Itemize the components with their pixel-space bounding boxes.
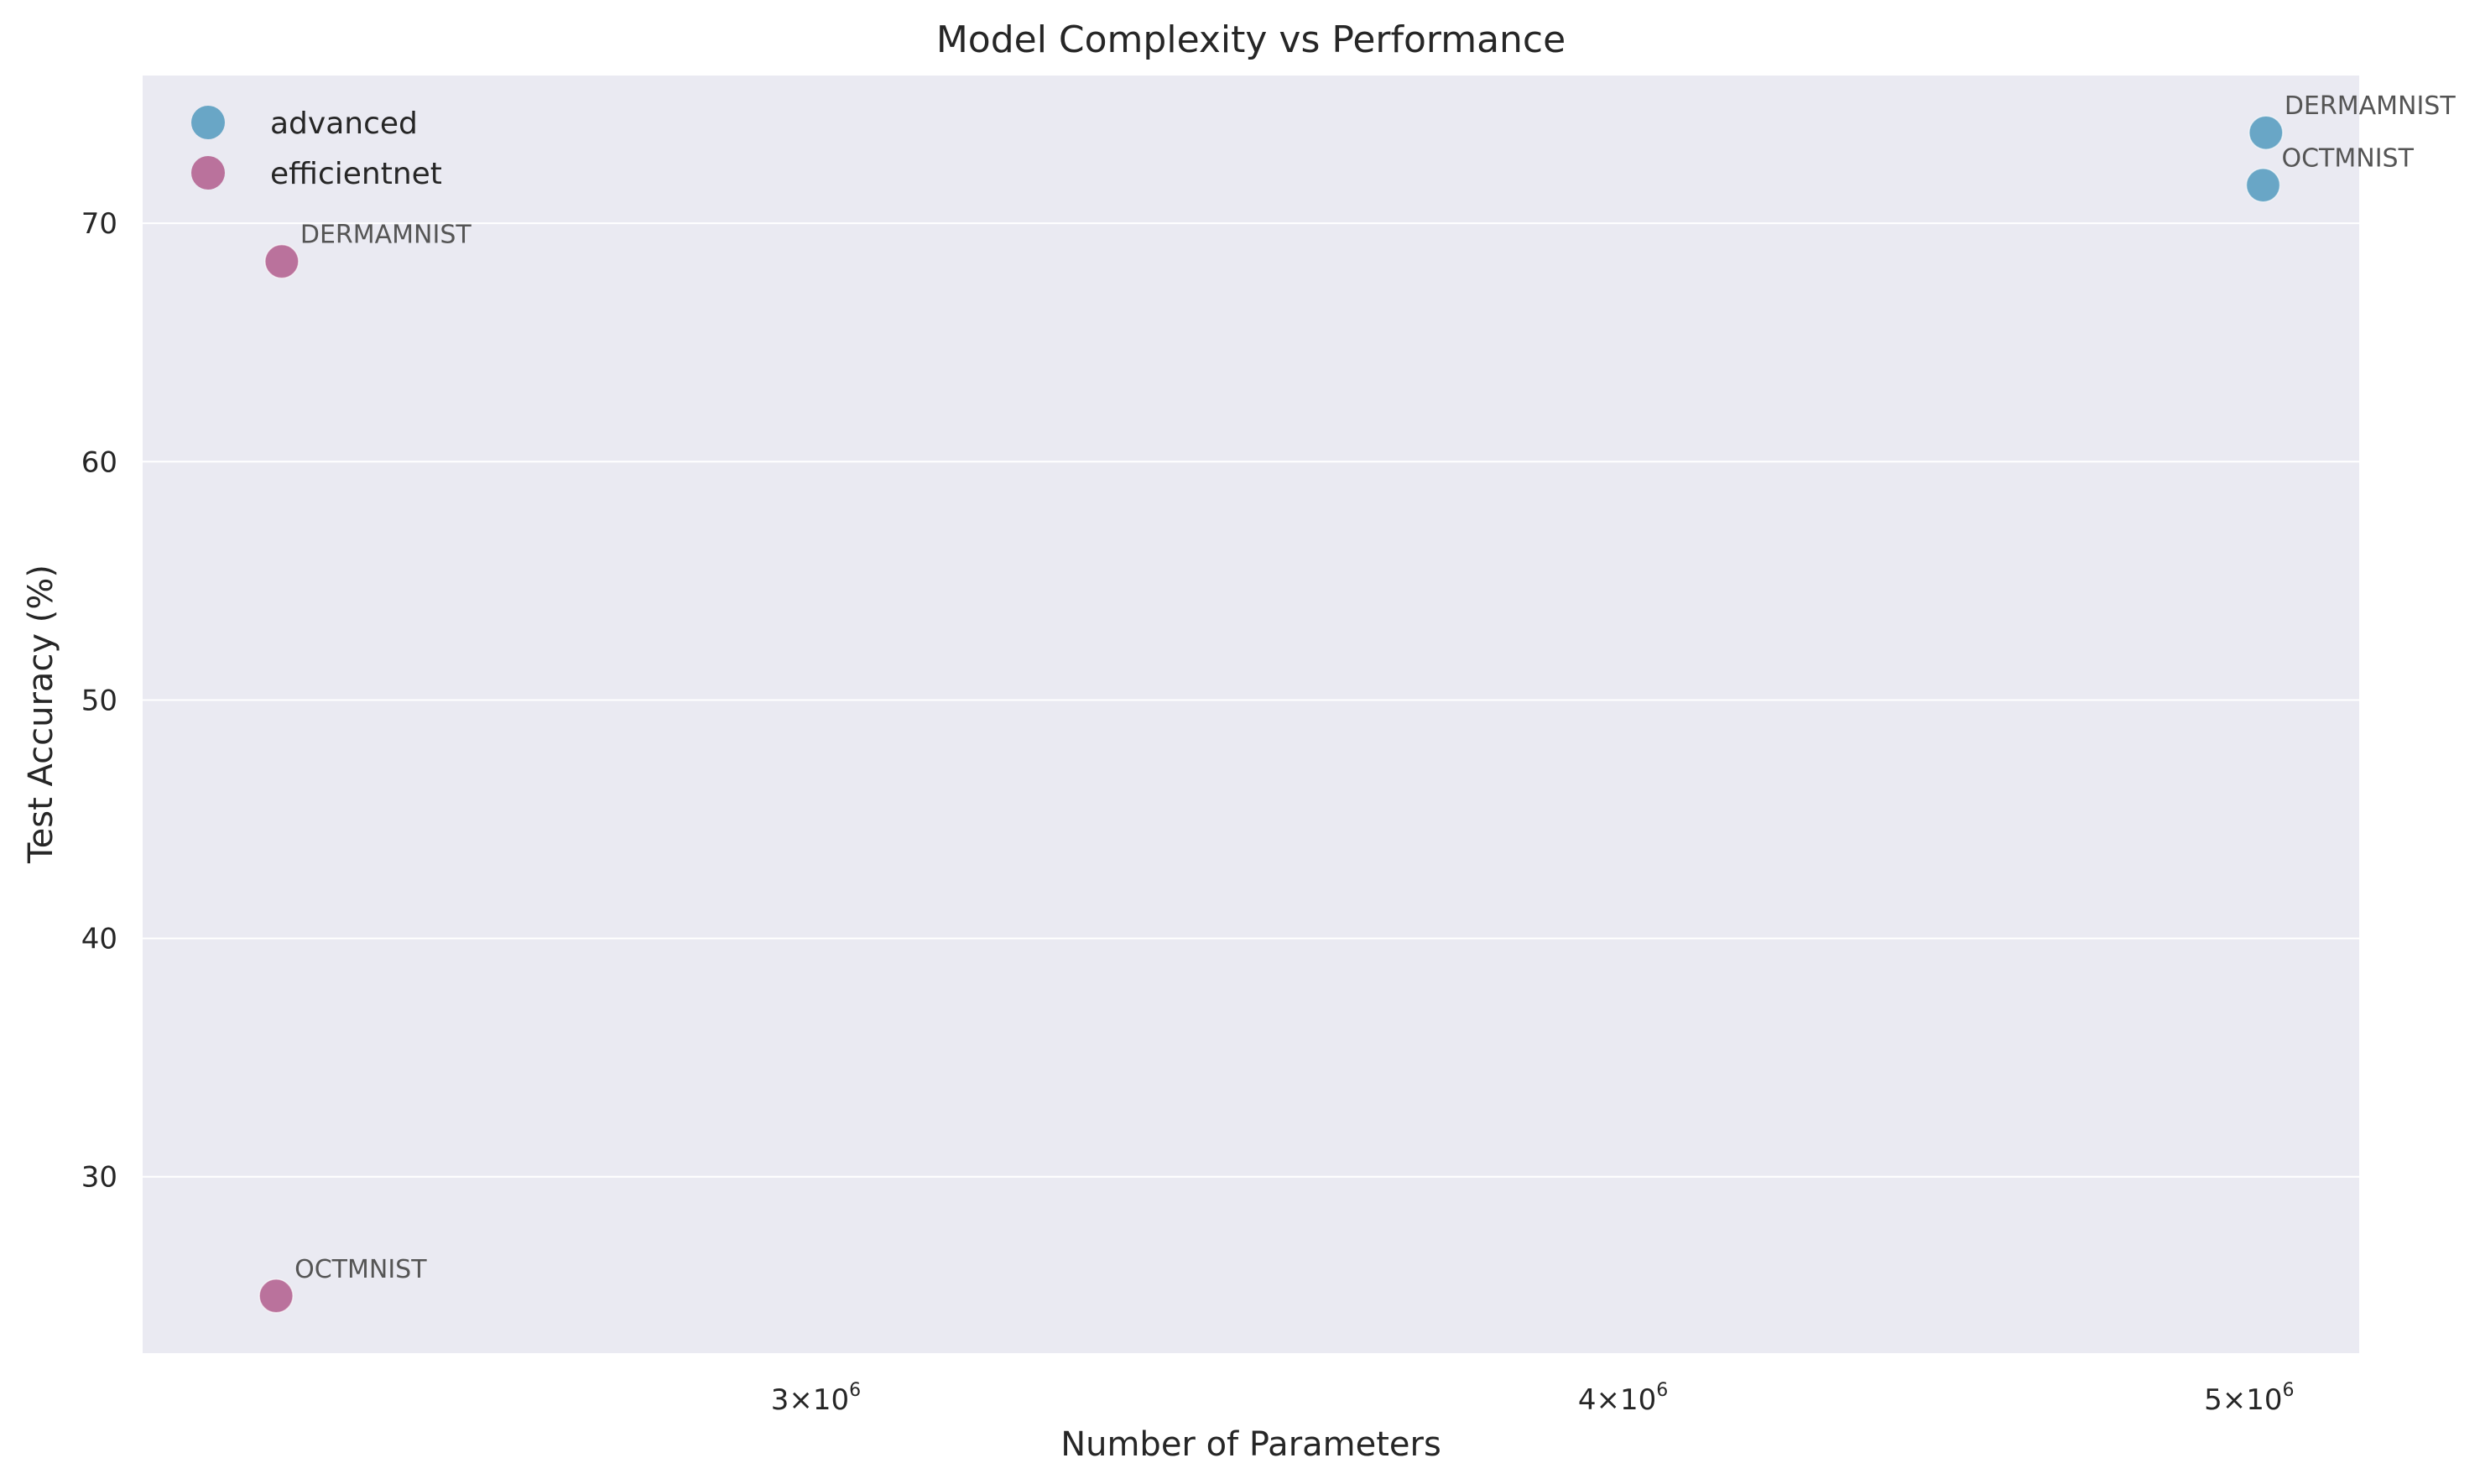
y-tick-label: 40: [81, 923, 117, 956]
y-axis-label: Test Accuracy (%): [22, 565, 60, 864]
legend-marker: [191, 156, 225, 190]
y-axis-ticks: 30 40 50 60 70: [81, 207, 117, 1195]
point-annotation: DERMAMNIST: [300, 221, 472, 250]
legend-label: efficientnet: [270, 157, 442, 191]
y-tick-label: 50: [81, 684, 117, 717]
data-points: [258, 115, 2284, 1314]
point-annotation: OCTMNIST: [294, 1255, 427, 1284]
point-annotation: OCTMNIST: [2282, 144, 2415, 174]
chart-title: Model Complexity vs Performance: [936, 18, 1566, 61]
grid-lines: [143, 222, 2359, 1178]
y-tick-label: 30: [81, 1161, 117, 1195]
data-point-advanced: [2248, 115, 2284, 150]
y-tick-label: 60: [81, 445, 117, 479]
data-point-advanced: [2245, 167, 2281, 203]
x-axis-label: Number of Parameters: [1060, 1425, 1441, 1464]
x-tick-label: 4×106: [1578, 1380, 1668, 1417]
point-annotation: DERMAMNIST: [2285, 91, 2457, 121]
x-tick-label: 5×106: [2204, 1380, 2294, 1417]
y-tick-label: 70: [81, 207, 117, 241]
data-point-efficientnet: [264, 243, 300, 279]
point-annotations: DERMAMNIST OCTMNIST DERMAMNIST OCTMNIST: [294, 91, 2456, 1284]
x-tick-label: 3×106: [771, 1380, 861, 1417]
legend-label: advanced: [270, 107, 418, 141]
legend-marker: [191, 106, 225, 139]
plot-area: [143, 76, 2359, 1353]
legend: advanced efficientnet: [191, 106, 442, 191]
data-point-efficientnet: [258, 1278, 294, 1314]
x-axis-ticks: 3×106 4×106 5×106: [771, 1380, 2295, 1417]
